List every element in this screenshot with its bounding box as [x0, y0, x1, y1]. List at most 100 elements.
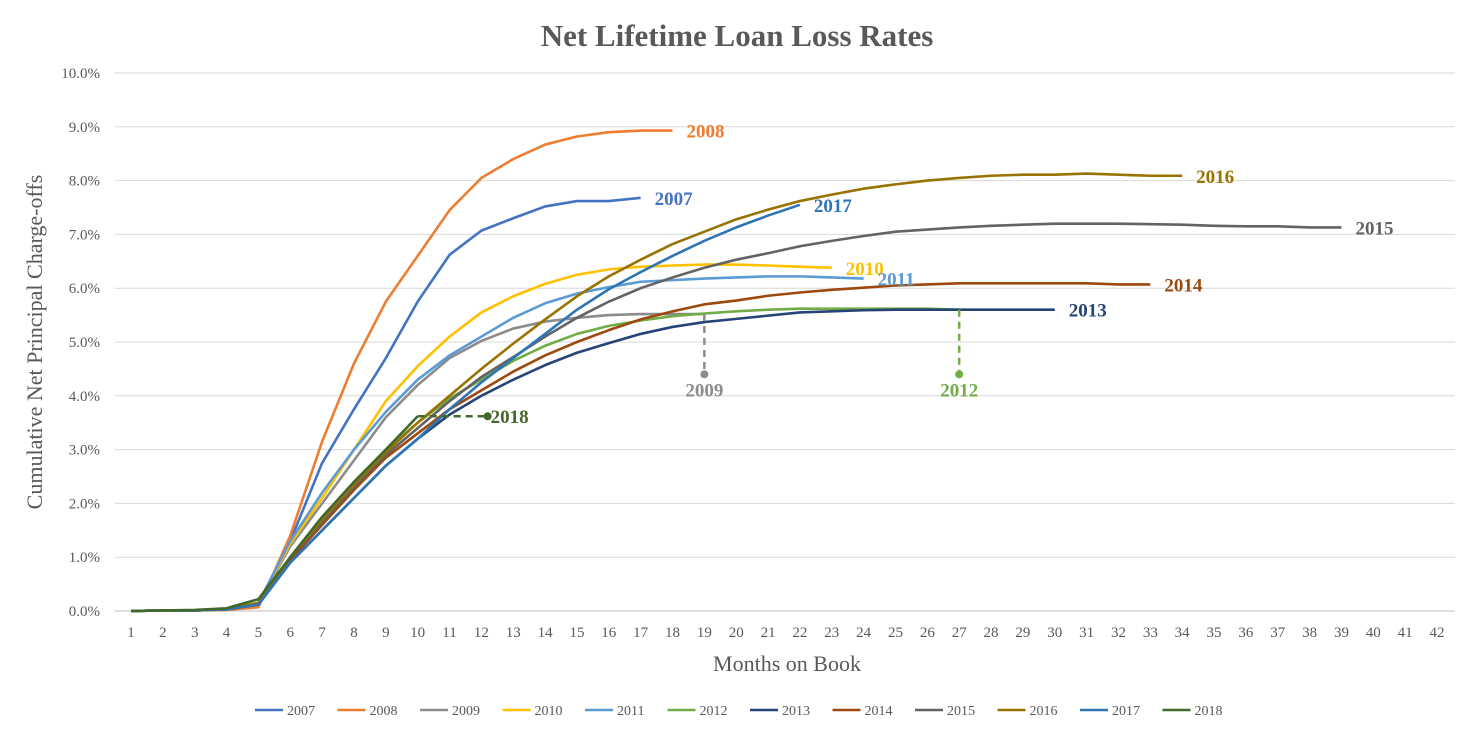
y-tick-label: 2.0%	[69, 496, 100, 512]
legend-label: 2011	[617, 704, 644, 719]
callout-dot	[955, 370, 964, 379]
legend-label: 2007	[287, 704, 315, 719]
legend-label: 2016	[1030, 704, 1058, 719]
y-tick-label: 5.0%	[69, 335, 100, 351]
x-tick-label: 20	[729, 625, 744, 641]
legend-item-2014: 2014	[832, 704, 893, 719]
legend-item-2011: 2011	[585, 704, 644, 719]
legend-label: 2014	[865, 704, 893, 719]
x-tick-label: 26	[920, 625, 936, 641]
x-tick-label: 41	[1398, 625, 1413, 641]
callout-dot	[483, 412, 492, 421]
x-tick-label: 9	[382, 625, 390, 641]
x-tick-label: 39	[1334, 625, 1349, 641]
x-axis-label: Months on Book	[713, 651, 861, 676]
x-tick-label: 8	[350, 625, 358, 641]
legend-item-2016: 2016	[997, 704, 1058, 719]
x-tick-label: 33	[1143, 625, 1158, 641]
series-label-2008: 2008	[687, 122, 725, 143]
x-tick-label: 42	[1430, 625, 1445, 641]
legend-label: 2013	[782, 704, 810, 719]
series-label-2014: 2014	[1164, 275, 1203, 296]
legend-item-2018: 2018	[1162, 704, 1223, 719]
legend-item-2015: 2015	[915, 704, 975, 719]
x-tick-label: 5	[255, 625, 263, 641]
series-label-2018: 2018	[491, 407, 529, 428]
y-tick-label: 8.0%	[69, 174, 100, 190]
x-tick-label: 15	[569, 625, 584, 641]
y-tick-label: 7.0%	[69, 227, 100, 243]
legend-label: 2008	[370, 704, 398, 719]
series-label-2011: 2011	[878, 270, 915, 291]
series-line-2008	[130, 129, 673, 613]
x-tick-label: 36	[1238, 625, 1254, 641]
x-tick-label: 2	[159, 625, 167, 641]
series-line-2013	[130, 308, 1055, 613]
legend-item-2017: 2017	[1080, 704, 1140, 719]
legend-label: 2017	[1112, 704, 1140, 719]
x-tick-label: 14	[538, 625, 554, 641]
y-tick-label: 0.0%	[69, 604, 100, 620]
series-label-2007: 2007	[655, 189, 694, 210]
x-tick-label: 32	[1111, 625, 1126, 641]
x-tick-label: 7	[318, 625, 326, 641]
series-line-2012	[130, 307, 960, 613]
legend-item-2013: 2013	[750, 704, 810, 719]
x-tick-label: 35	[1207, 625, 1222, 641]
callout-dot	[700, 370, 709, 379]
x-tick-label: 4	[223, 625, 231, 641]
series-line-2018	[130, 415, 419, 613]
y-tick-label: 3.0%	[69, 443, 100, 459]
x-tick-label: 25	[888, 625, 903, 641]
series-line-2007	[130, 196, 641, 613]
series-line-2015	[130, 222, 1342, 613]
x-tick-label: 16	[601, 625, 617, 641]
x-tick-label: 17	[633, 625, 649, 641]
x-tick-label: 28	[984, 625, 999, 641]
y-tick-label: 1.0%	[69, 550, 100, 566]
x-tick-label: 1	[127, 625, 135, 641]
x-tick-label: 18	[665, 625, 680, 641]
series-label-2016: 2016	[1196, 167, 1234, 188]
x-tick-label: 30	[1047, 625, 1062, 641]
x-tick-label: 22	[792, 625, 807, 641]
legend-item-2012: 2012	[667, 704, 728, 719]
legend-item-2010: 2010	[502, 704, 563, 719]
x-tick-label: 6	[287, 625, 295, 641]
x-tick-label: 27	[952, 625, 968, 641]
x-tick-label: 3	[191, 625, 199, 641]
x-tick-label: 29	[1015, 625, 1030, 641]
x-tick-label: 19	[697, 625, 712, 641]
y-tick-label: 9.0%	[69, 120, 100, 136]
series-label-2010: 2010	[846, 259, 884, 280]
legend-label: 2010	[535, 704, 563, 719]
series-label-2013: 2013	[1069, 301, 1107, 322]
legend-item-2007: 2007	[255, 704, 315, 719]
y-axis-label: Cumulative Net Principal Charge-offs	[22, 175, 47, 510]
x-tick-label: 21	[761, 625, 776, 641]
y-tick-label: 4.0%	[69, 389, 100, 405]
x-tick-label: 13	[506, 625, 521, 641]
x-tick-label: 10	[410, 625, 425, 641]
chart-title: Net Lifetime Loan Loss Rates	[541, 18, 934, 53]
x-tick-label: 34	[1175, 625, 1191, 641]
legend-label: 2012	[700, 704, 728, 719]
x-tick-label: 38	[1302, 625, 1317, 641]
x-tick-label: 23	[824, 625, 839, 641]
series-line-2010	[130, 263, 832, 613]
series-label-2012: 2012	[940, 380, 978, 401]
series-line-2017	[130, 203, 801, 613]
series-label-2009: 2009	[685, 380, 723, 401]
x-tick-label: 12	[474, 625, 489, 641]
series-line-2014	[130, 282, 1151, 613]
y-tick-label: 10.0%	[61, 66, 100, 82]
x-tick-label: 40	[1366, 625, 1381, 641]
legend-item-2009: 2009	[420, 704, 480, 719]
x-tick-label: 11	[442, 625, 456, 641]
x-tick-label: 24	[856, 625, 872, 641]
legend-item-2008: 2008	[337, 704, 398, 719]
legend-label: 2009	[452, 704, 480, 719]
legend-label: 2018	[1195, 704, 1223, 719]
x-tick-label: 31	[1079, 625, 1094, 641]
series-line-2011	[130, 275, 864, 613]
